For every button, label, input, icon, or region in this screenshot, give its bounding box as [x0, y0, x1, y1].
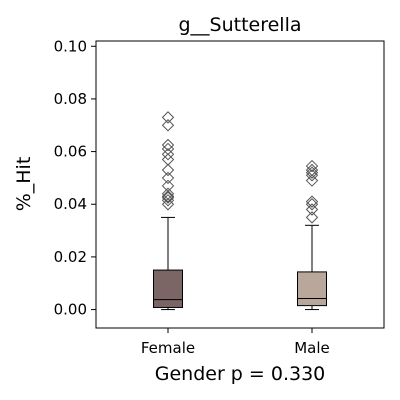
- box-series: [153, 111, 327, 311]
- x-axis-label: Gender p = 0.330: [155, 363, 326, 385]
- outlier-point: [161, 198, 175, 211]
- y-tick-label: 0.02: [54, 248, 87, 266]
- box-female: [153, 111, 183, 311]
- outlier-point: [305, 166, 319, 179]
- outlier-point: [305, 211, 319, 224]
- outlier-point: [161, 138, 175, 152]
- y-tick-label: 0.06: [54, 143, 87, 161]
- outlier-point: [161, 119, 175, 132]
- outlier-point: [161, 187, 175, 200]
- iqr-box: [153, 269, 183, 308]
- outlier-point: [161, 111, 175, 124]
- outlier-point: [161, 190, 175, 203]
- x-tick-label: Female: [141, 339, 195, 357]
- outlier-point: [161, 163, 175, 177]
- outlier-point: [161, 148, 175, 161]
- outlier-point: [305, 198, 319, 211]
- y-tick-label: 0.08: [54, 90, 87, 108]
- outlier-point: [305, 169, 319, 182]
- outlier-point: [161, 153, 175, 166]
- outlier-point: [305, 159, 319, 173]
- y-axis-label: %_Hit: [13, 157, 35, 212]
- y-tick-label: 0.00: [54, 301, 87, 319]
- outlier-point: [161, 171, 175, 185]
- x-tick-label: Male: [294, 339, 330, 357]
- y-tick-label: 0.04: [54, 195, 87, 213]
- iqr-box: [297, 271, 327, 307]
- y-tick-label: 0.10: [54, 37, 87, 55]
- y-axis: 0.00 0.02 0.04 0.06 0.08 0.10: [54, 37, 96, 319]
- outlier-point: [305, 174, 319, 187]
- box-male: [297, 159, 327, 311]
- outlier-point: [161, 179, 175, 193]
- plot-area-frame: [95, 40, 385, 329]
- outlier-point: [305, 203, 319, 216]
- chart-title: g__Sutterella: [178, 14, 301, 36]
- outlier-point: [305, 195, 319, 208]
- x-axis: Female Male: [141, 328, 330, 357]
